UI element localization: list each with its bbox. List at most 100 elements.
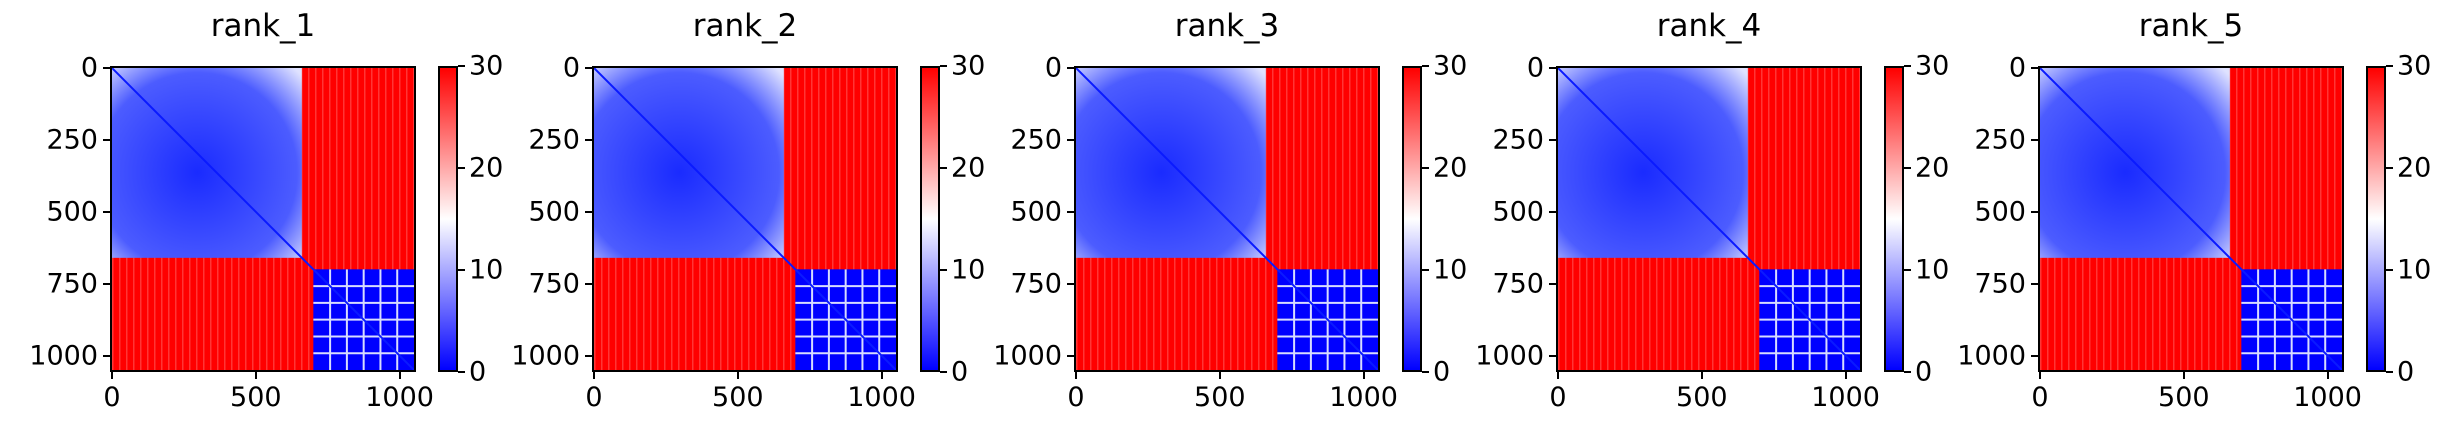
y-tick	[103, 138, 110, 141]
x-tick-label: 0	[2031, 382, 2049, 413]
heatmap-axes	[110, 66, 416, 372]
y-tick-label: 250	[1492, 124, 1544, 156]
y-tick	[103, 282, 110, 285]
colorbar-tick	[1904, 65, 1911, 67]
colorbar-tick	[940, 269, 947, 271]
y-tick-label: 500	[1492, 196, 1544, 228]
colorbar-tick	[1422, 65, 1429, 67]
y-tick-label: 250	[528, 124, 580, 156]
y-tick	[585, 138, 592, 141]
heatmap-panel: rank_1 0 500 1000 0 250 500 750 1000 0 10 20 30	[0, 0, 503, 438]
colorbar-tick	[2386, 65, 2393, 67]
colorbar-tick-label: 30	[951, 50, 986, 82]
y-tick-label: 250	[1010, 124, 1062, 156]
colorbar-tick-label: 20	[469, 152, 504, 184]
y-tick	[1067, 67, 1074, 69]
colorbar-tick-label: 0	[951, 356, 969, 388]
colorbar-tick-label: 0	[1915, 356, 1933, 388]
colorbar-tick	[1422, 371, 1429, 373]
y-tick-label: 1000	[993, 340, 1062, 372]
colorbar-tick	[2386, 371, 2393, 373]
colorbar-tick	[2386, 269, 2393, 271]
colorbar-tick	[1904, 269, 1911, 271]
y-tick	[1549, 354, 1556, 357]
y-tick-label: 0	[2008, 52, 2026, 84]
y-tick	[585, 67, 592, 69]
y-tick	[1549, 210, 1556, 213]
y-tick-label: 750	[528, 268, 580, 300]
x-tick	[2326, 372, 2329, 379]
y-tick	[2031, 138, 2038, 141]
colorbar-tick-label: 0	[2397, 356, 2415, 388]
diagonal-line	[1076, 68, 1378, 370]
y-tick	[1549, 138, 1556, 141]
heatmap-image	[1558, 68, 1860, 370]
diagonal-line	[2040, 68, 2342, 370]
heatmap-image	[594, 68, 896, 370]
heatmap-axes	[2038, 66, 2344, 372]
chart-title: rank_1	[210, 8, 316, 44]
y-tick	[1067, 138, 1074, 141]
diagonal-line	[112, 68, 414, 370]
y-tick-label: 250	[1974, 124, 2026, 156]
x-tick-label: 1000	[1329, 382, 1398, 413]
x-tick-label: 500	[712, 382, 764, 413]
colorbar-tick-label: 0	[469, 356, 487, 388]
y-tick	[2031, 67, 2038, 69]
x-tick	[1844, 372, 1847, 379]
x-tick	[2182, 372, 2185, 379]
colorbar-tick-label: 30	[469, 50, 504, 82]
y-tick	[585, 354, 592, 357]
colorbar-tick-label: 20	[1433, 152, 1468, 184]
y-tick	[1067, 210, 1074, 213]
y-tick	[585, 282, 592, 285]
x-tick-label: 500	[2158, 382, 2210, 413]
heatmap-panel: rank_4 0 500 1000 0 250 500 750 1000 0 10 20 30	[1446, 0, 1949, 438]
colorbar-tick	[458, 371, 465, 373]
colorbar	[1402, 66, 1422, 372]
y-tick	[1549, 282, 1556, 285]
colorbar-tick-label: 10	[2397, 254, 2432, 286]
colorbar-tick	[2386, 167, 2393, 169]
y-tick	[585, 210, 592, 213]
x-tick	[1075, 372, 1077, 379]
x-tick-label: 500	[1194, 382, 1246, 413]
diagonal-line	[594, 68, 896, 370]
y-tick	[2031, 282, 2038, 285]
heatmap-panel: rank_2 0 500 1000 0 250 500 750 1000 0 10 20 30	[482, 0, 985, 438]
y-tick-label: 500	[1010, 196, 1062, 228]
chart-title: rank_4	[1656, 8, 1762, 44]
y-tick-label: 500	[1974, 196, 2026, 228]
chart-title: rank_5	[2138, 8, 2244, 44]
x-tick	[398, 372, 401, 379]
colorbar	[2366, 66, 2386, 372]
y-tick-label: 750	[1974, 268, 2026, 300]
colorbar-tick	[458, 65, 465, 67]
x-tick	[1700, 372, 1703, 379]
colorbar-tick-label: 20	[2397, 152, 2432, 184]
y-tick-label: 1000	[1475, 340, 1544, 372]
heatmap-image	[112, 68, 414, 370]
colorbar-tick	[1422, 269, 1429, 271]
colorbar-tick-label: 10	[1915, 254, 1950, 286]
colorbar-tick-label: 10	[1433, 254, 1468, 286]
heatmap-panel: rank_5 0 500 1000 0 250 500 750 1000 0 10 20 30	[1928, 0, 2431, 438]
heatmap-axes	[592, 66, 898, 372]
colorbar-tick	[458, 269, 465, 271]
chart-title: rank_3	[1174, 8, 1280, 44]
y-tick	[1067, 354, 1074, 357]
y-tick	[2031, 354, 2038, 357]
x-tick	[254, 372, 257, 379]
x-tick	[880, 372, 883, 379]
y-tick-label: 1000	[29, 340, 98, 372]
colorbar-tick-label: 30	[1915, 50, 1950, 82]
y-tick-label: 0	[562, 52, 580, 84]
colorbar	[438, 66, 458, 372]
colorbar	[1884, 66, 1904, 372]
x-tick-label: 1000	[847, 382, 916, 413]
x-tick-label: 1000	[1811, 382, 1880, 413]
colorbar-tick-label: 10	[951, 254, 986, 286]
colorbar-tick-label: 20	[951, 152, 986, 184]
x-tick-label: 0	[585, 382, 603, 413]
y-tick-label: 250	[46, 124, 98, 156]
